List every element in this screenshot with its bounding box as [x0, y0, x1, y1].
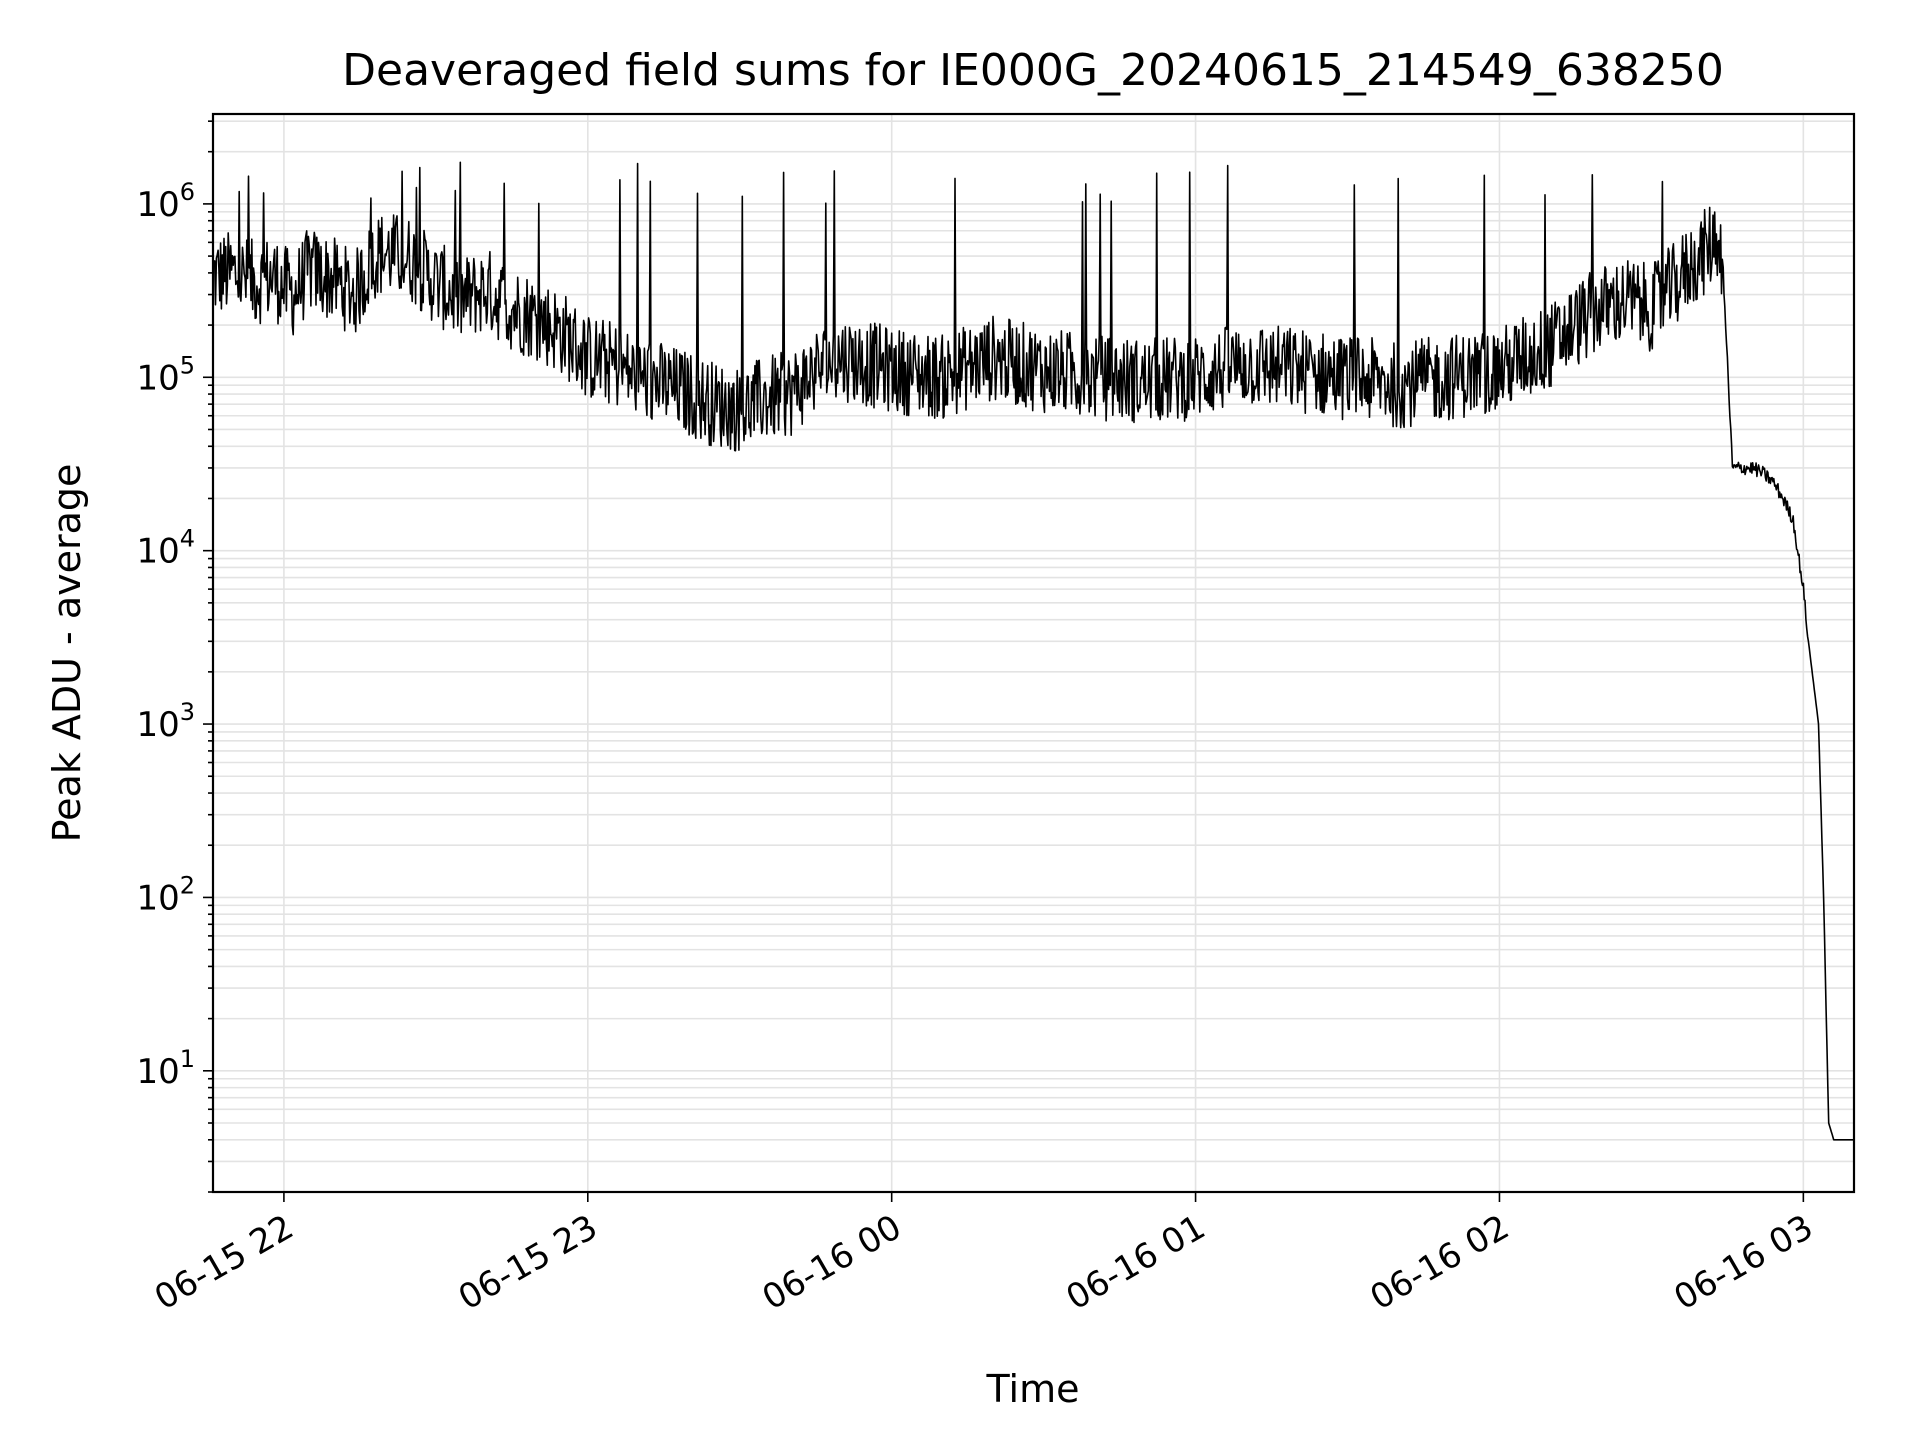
- y-tick-label: 105: [136, 351, 195, 398]
- x-axis-title: Time: [986, 1367, 1080, 1411]
- y-axis-title: Peak ADU - average: [45, 464, 89, 843]
- series-line: [212, 161, 1854, 1141]
- axis-ticks: 06-15 22 06-15 23 06-16 00 06-16 01 06-16 02…: [136, 120, 1820, 1318]
- y-tick-label: 104: [136, 525, 195, 572]
- x-tick-label: 06-16 00: [756, 1207, 908, 1318]
- x-tick-label: 06-16 01: [1060, 1207, 1212, 1318]
- x-tick-label: 06-15 23: [452, 1207, 604, 1318]
- x-tick-label: 06-16 02: [1364, 1207, 1516, 1318]
- x-tick-label: 06-15 22: [148, 1207, 300, 1318]
- chart-title: Deaveraged field sums for IE000G_2024061…: [342, 45, 1724, 96]
- y-tick-label: 101: [136, 1045, 195, 1092]
- x-tick-label: 06-16 03: [1667, 1207, 1819, 1318]
- y-tick-label: 106: [136, 178, 195, 225]
- plot-frame: [211, 112, 1856, 1194]
- y-tick-label: 103: [136, 698, 195, 745]
- y-tick-label: 102: [136, 871, 195, 918]
